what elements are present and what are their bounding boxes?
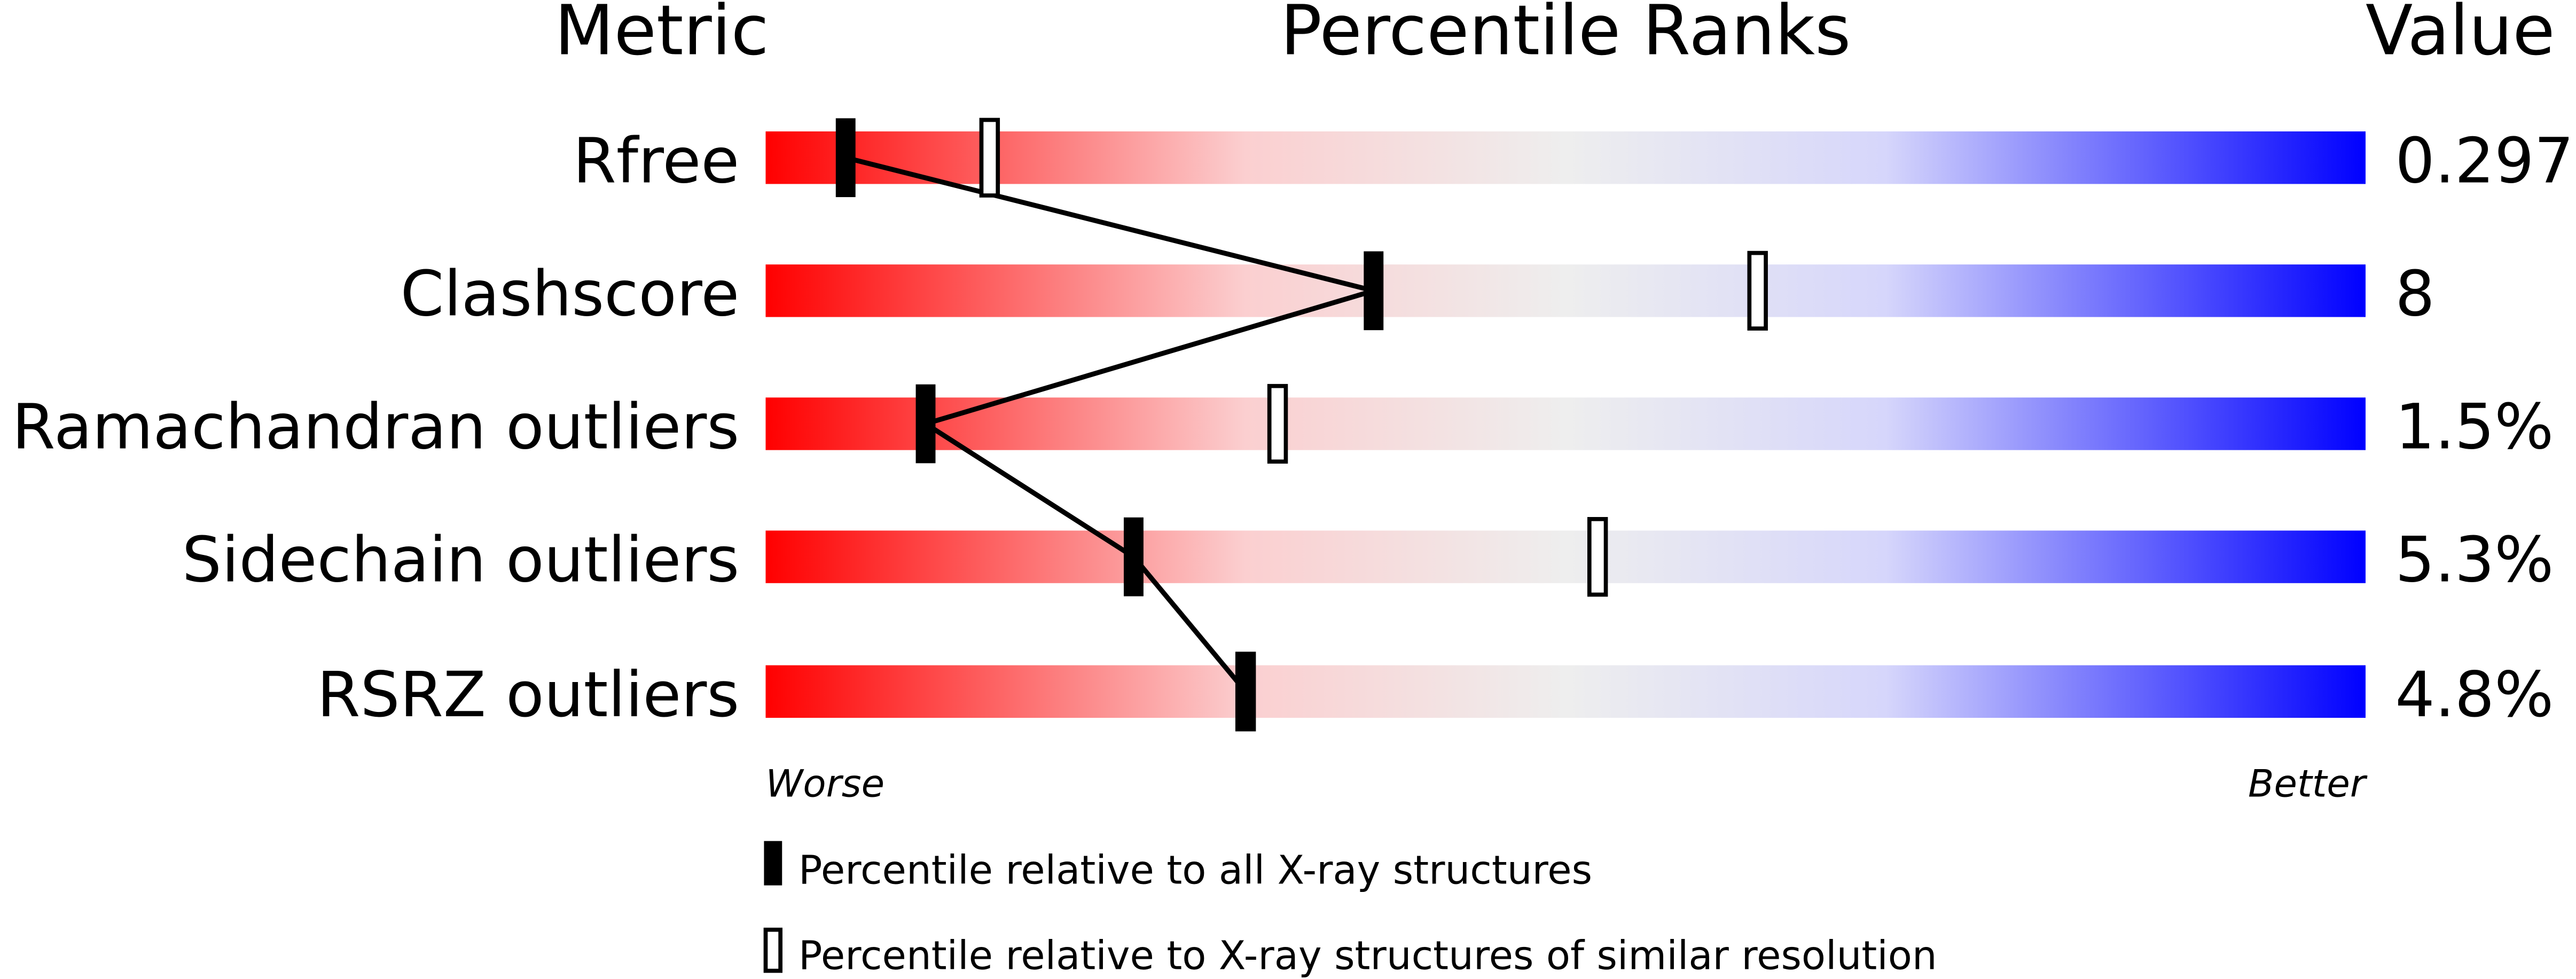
header-percentile-ranks: Percentile Ranks — [1280, 0, 1851, 71]
all-structures-marker — [1235, 652, 1256, 731]
all-structures-marker — [915, 384, 936, 464]
legend-filled-marker — [764, 841, 782, 886]
percentile-bar — [765, 131, 2366, 184]
metric-label: Sidechain outliers — [182, 524, 739, 597]
percentile-bar — [765, 264, 2366, 317]
legend-label-similar: Percentile relative to X-ray structures … — [798, 933, 1937, 979]
similar-resolution-marker — [1587, 517, 1608, 597]
percentile-bar — [765, 397, 2366, 450]
all-structures-marker — [1124, 517, 1144, 597]
similar-resolution-marker — [979, 118, 1000, 198]
metric-value: 5.3% — [2395, 524, 2554, 597]
worse-label: Worse — [765, 762, 884, 806]
legend-open-marker — [763, 927, 783, 973]
metric-value: 8 — [2395, 257, 2434, 330]
metric-label: Clashscore — [401, 257, 740, 330]
header-value: Value — [2366, 0, 2555, 71]
all-structures-marker — [1364, 251, 1384, 331]
metric-value: 0.297 — [2395, 124, 2574, 197]
all-structures-marker — [835, 118, 856, 198]
metric-label: Rfree — [573, 124, 740, 197]
legend-label-all: Percentile relative to all X-ray structu… — [798, 848, 1592, 894]
better-label: Better — [2248, 762, 2368, 806]
metric-value: 1.5% — [2395, 391, 2554, 464]
percentile-bar — [765, 530, 2366, 583]
similar-resolution-marker — [1747, 250, 1768, 331]
metric-label: RSRZ outliers — [317, 659, 739, 731]
metric-value: 4.8% — [2395, 659, 2554, 731]
header-metric: Metric — [554, 0, 769, 71]
percentile-bar — [765, 665, 2366, 718]
similar-resolution-marker — [1267, 383, 1288, 464]
metric-label: Ramachandran outliers — [12, 391, 739, 464]
